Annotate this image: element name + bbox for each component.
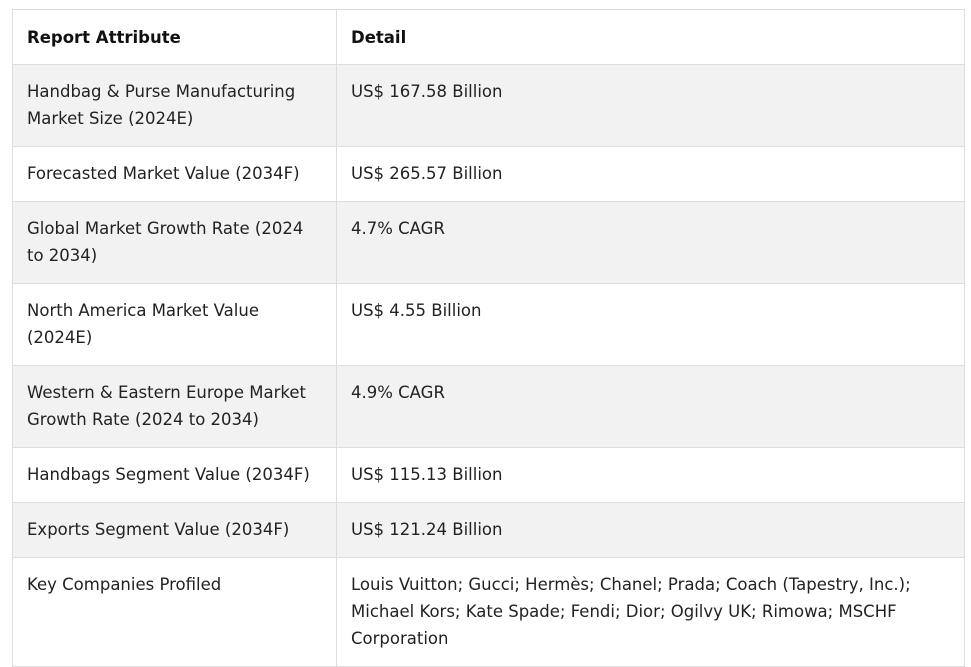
row-attribute-cell: Handbag & Purse Manufacturing Market Siz… [12, 64, 337, 147]
row-attribute-cell: Global Market Growth Rate (2024 to 2034) [12, 201, 337, 284]
row-detail-cell: 4.9% CAGR [336, 365, 965, 448]
row-attribute-cell: Key Companies Profiled [12, 557, 337, 667]
row-attribute-cell: Forecasted Market Value (2034F) [12, 146, 337, 202]
row-attribute-cell: Western & Eastern Europe Market Growth R… [12, 365, 337, 448]
table-row: Handbags Segment Value (2034F) US$ 115.1… [12, 447, 965, 503]
table-header: Report Attribute Detail [12, 9, 965, 65]
table-row: Handbag & Purse Manufacturing Market Siz… [12, 64, 965, 147]
table-row: North America Market Value (2024E) US$ 4… [12, 283, 965, 366]
table-row: Exports Segment Value (2034F) US$ 121.24… [12, 502, 965, 558]
header-detail: Detail [336, 9, 965, 65]
table-row: Key Companies Profiled Louis Vuitton; Gu… [12, 557, 965, 667]
report-attributes-table-container: Report Attribute Detail Handbag & Purse … [12, 9, 965, 667]
header-report-attribute: Report Attribute [12, 9, 337, 65]
report-attributes-table: Report Attribute Detail Handbag & Purse … [12, 9, 965, 667]
table-row: Western & Eastern Europe Market Growth R… [12, 365, 965, 448]
row-detail-cell: Louis Vuitton; Gucci; Hermès; Chanel; Pr… [336, 557, 965, 667]
row-attribute-cell: Exports Segment Value (2034F) [12, 502, 337, 558]
header-row: Report Attribute Detail [12, 9, 965, 65]
table-row: Global Market Growth Rate (2024 to 2034)… [12, 201, 965, 284]
row-detail-cell: US$ 115.13 Billion [336, 447, 965, 503]
row-detail-cell: US$ 265.57 Billion [336, 146, 965, 202]
row-attribute-cell: Handbags Segment Value (2034F) [12, 447, 337, 503]
row-attribute-cell: North America Market Value (2024E) [12, 283, 337, 366]
row-detail-cell: US$ 121.24 Billion [336, 502, 965, 558]
row-detail-cell: US$ 4.55 Billion [336, 283, 965, 366]
table-row: Forecasted Market Value (2034F) US$ 265.… [12, 146, 965, 202]
row-detail-cell: US$ 167.58 Billion [336, 64, 965, 147]
table-body: Handbag & Purse Manufacturing Market Siz… [12, 64, 965, 667]
row-detail-cell: 4.7% CAGR [336, 201, 965, 284]
